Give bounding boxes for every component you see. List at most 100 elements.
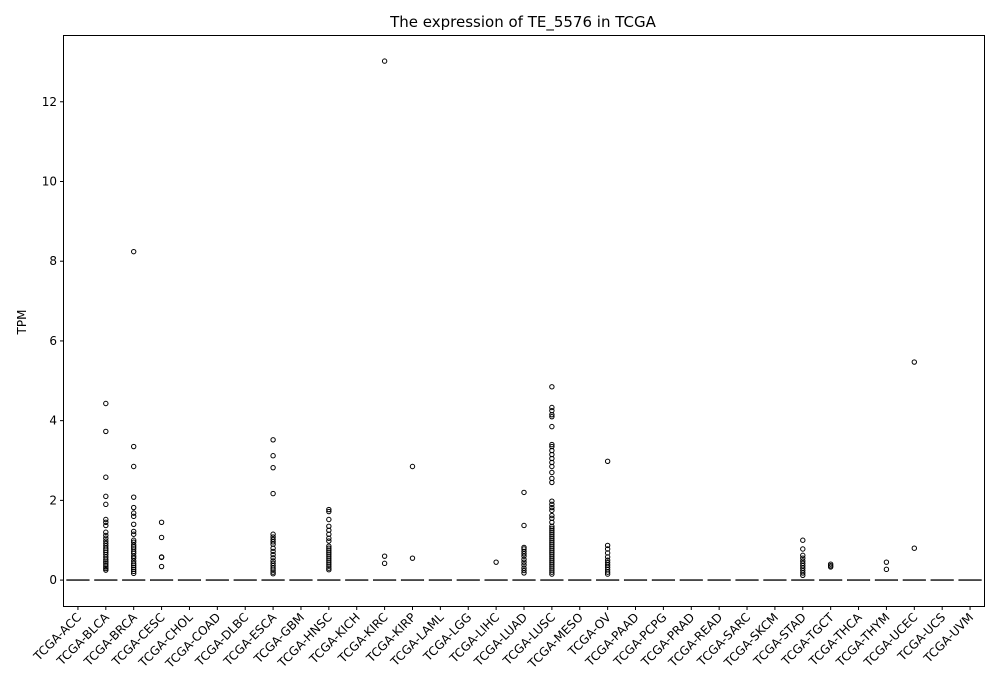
outlier-point — [130, 443, 137, 450]
outlier-point — [270, 569, 276, 575]
outlier-point — [270, 490, 276, 497]
outlier-point — [158, 554, 165, 561]
outlier-point — [521, 489, 527, 496]
y-tick-label: 2 — [49, 493, 57, 507]
outlier-point — [103, 562, 109, 568]
outlier-point — [549, 463, 555, 470]
outlier-point — [103, 428, 109, 435]
outlier-point — [800, 552, 806, 559]
outlier-point — [521, 551, 527, 557]
outlier-point — [103, 567, 109, 573]
outlier-point — [800, 555, 806, 561]
outlier-point — [130, 463, 137, 470]
outlier-point — [883, 559, 890, 565]
outlier-point — [270, 531, 276, 537]
y-tick-label: 8 — [49, 254, 57, 268]
y-tick-label: 6 — [49, 334, 57, 348]
outlier-point — [326, 535, 332, 541]
outlier-point — [604, 571, 611, 577]
outlier-point — [130, 531, 137, 537]
outlier-point — [270, 548, 276, 555]
outlier-point — [130, 494, 137, 500]
outlier-point — [326, 565, 332, 571]
outlier-point — [521, 522, 527, 529]
outlier-point — [103, 565, 109, 572]
outlier-point — [130, 510, 137, 516]
outlier-point — [381, 553, 388, 559]
outlier-point — [549, 571, 555, 577]
outlier-point — [130, 555, 137, 561]
outlier-point — [270, 453, 276, 459]
outlier-point — [103, 564, 109, 570]
outlier-point — [549, 504, 555, 511]
outlier-point — [103, 400, 109, 407]
outlier-point — [130, 528, 137, 535]
outlier-point — [549, 441, 555, 448]
outlier-point — [549, 512, 555, 519]
outlier-point — [326, 538, 332, 544]
outlier-point — [326, 516, 332, 523]
outlier-point — [604, 569, 611, 575]
outlier-point — [800, 537, 806, 543]
outlier-point — [800, 572, 806, 579]
outlier-point — [800, 570, 806, 576]
outlier-point — [103, 516, 109, 523]
outlier-point — [103, 535, 109, 541]
outlier-point — [521, 562, 527, 568]
outlier-point — [549, 507, 555, 514]
outlier-point — [493, 559, 499, 565]
outlier-point — [604, 542, 611, 549]
y-tick-label: 0 — [49, 573, 57, 587]
outlier-point — [521, 567, 527, 574]
outlier-point — [270, 555, 276, 561]
outlier-point — [521, 570, 527, 576]
outlier-point — [911, 545, 918, 551]
y-axis-label: TPM — [15, 310, 29, 336]
outlier-point — [549, 411, 555, 418]
outlier-point — [549, 404, 555, 411]
outlier-point — [326, 508, 332, 515]
outlier-point — [270, 437, 276, 443]
outlier-point — [521, 559, 527, 565]
outlier-point — [103, 501, 109, 508]
outlier-point — [549, 384, 555, 390]
outlier-point — [326, 506, 332, 513]
outlier-point — [158, 563, 165, 570]
outlier-point — [827, 564, 834, 570]
outlier-point — [549, 569, 555, 575]
outlier-point — [130, 248, 137, 255]
outlier-point — [883, 566, 890, 573]
outlier-point — [270, 464, 276, 471]
y-tick-label: 4 — [49, 414, 57, 428]
outlier-point — [521, 556, 527, 563]
outlier-point — [270, 539, 276, 545]
outlier-point — [103, 493, 109, 500]
outlier-point — [130, 504, 137, 511]
outlier-point — [270, 545, 276, 551]
outlier-point — [827, 561, 834, 567]
outlier-point — [381, 58, 388, 64]
outlier-point — [800, 546, 806, 552]
outlier-point — [103, 532, 109, 539]
outlier-point — [409, 555, 416, 561]
outlier-point — [549, 423, 555, 430]
plot-frame — [63, 35, 985, 607]
outlier-point — [130, 521, 137, 527]
outlier-point — [549, 413, 555, 420]
outlier-point — [604, 554, 611, 560]
outlier-point — [604, 458, 611, 465]
outlier-point — [103, 529, 109, 535]
outlier-point — [103, 519, 109, 525]
y-tick-label: 12 — [42, 95, 57, 109]
outlier-point — [409, 463, 416, 470]
outlier-point — [911, 359, 918, 365]
outlier-point — [521, 553, 527, 559]
outlier-point — [103, 522, 109, 529]
outlier-point — [103, 558, 109, 565]
outlier-point — [270, 571, 276, 577]
outlier-point — [549, 479, 555, 486]
outlier-point — [158, 534, 165, 541]
chart-title: The expression of TE_5576 in TCGA — [389, 13, 656, 32]
outlier-point — [130, 513, 137, 520]
